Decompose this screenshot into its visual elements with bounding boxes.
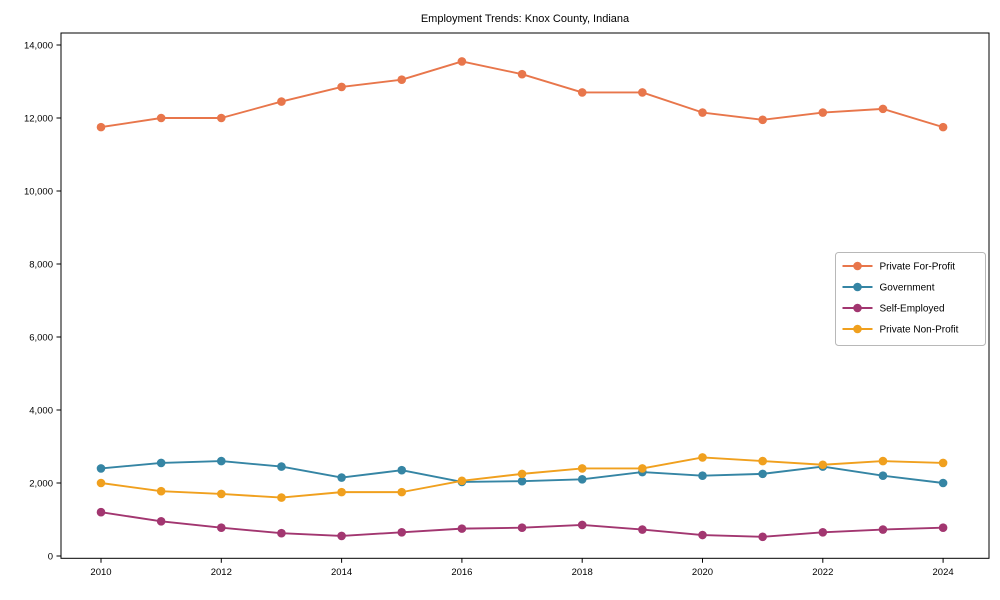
data-point-private-non-profit bbox=[577, 464, 587, 473]
data-point-private-for-profit bbox=[938, 122, 948, 132]
data-point-self-employed bbox=[96, 507, 106, 517]
data-point-government bbox=[397, 465, 407, 475]
y-tick-label: 12,000 bbox=[24, 113, 53, 124]
data-point-self-employed bbox=[938, 523, 948, 533]
legend-label: Private For-Profit bbox=[880, 262, 956, 273]
legend-label: Private Non-Profit bbox=[880, 325, 959, 336]
series-self-employed bbox=[96, 507, 948, 542]
y-tick-label: 2,000 bbox=[29, 478, 53, 489]
y-tick-label: 14,000 bbox=[24, 40, 53, 51]
data-point-self-employed bbox=[277, 528, 286, 538]
data-point-private-for-profit bbox=[397, 75, 407, 84]
y-tick-label: 6,000 bbox=[29, 332, 53, 343]
data-point-self-employed bbox=[217, 523, 226, 533]
x-tick-label: 2022 bbox=[812, 567, 833, 578]
data-point-self-employed bbox=[758, 532, 767, 542]
data-point-private-for-profit bbox=[758, 115, 767, 125]
data-point-private-non-profit bbox=[517, 469, 527, 479]
data-point-government bbox=[517, 476, 527, 486]
legend-marker-dot bbox=[853, 324, 862, 334]
data-point-private-for-profit bbox=[517, 69, 527, 79]
legend-marker-dot bbox=[853, 282, 862, 292]
legend-marker-dot bbox=[853, 303, 862, 313]
data-point-government bbox=[217, 456, 226, 466]
data-point-private-non-profit bbox=[758, 456, 767, 466]
y-axis: 0 2,000 4,000 6,000 8,000 10,000 12,000 14,000 bbox=[24, 40, 61, 562]
x-tick-label: 2024 bbox=[933, 567, 954, 578]
legend-label: Government bbox=[880, 283, 935, 294]
data-point-private-non-profit bbox=[397, 487, 407, 497]
data-point-private-non-profit bbox=[277, 493, 286, 502]
legend-box bbox=[835, 252, 986, 346]
data-point-private-for-profit bbox=[156, 113, 166, 123]
data-point-private-for-profit bbox=[217, 113, 226, 123]
series-private-non-profit bbox=[96, 453, 948, 502]
x-tick-label: 2010 bbox=[90, 567, 111, 578]
legend-marker-dot bbox=[853, 261, 862, 271]
x-tick-label: 2014 bbox=[331, 567, 352, 578]
data-point-government bbox=[938, 478, 948, 488]
plot-area: 0 2,000 4,000 6,000 8,000 10,000 12,000 14,000 2… bbox=[24, 32, 990, 578]
data-point-private-non-profit bbox=[96, 478, 106, 488]
data-point-government bbox=[878, 471, 888, 481]
data-point-self-employed bbox=[818, 527, 828, 537]
data-point-private-for-profit bbox=[96, 122, 106, 132]
data-point-private-non-profit bbox=[818, 460, 828, 470]
data-point-private-non-profit bbox=[217, 489, 226, 499]
legend-item-private-for-profit: Private For-Profit bbox=[842, 261, 956, 273]
data-point-private-non-profit bbox=[156, 486, 166, 496]
data-point-self-employed bbox=[337, 531, 346, 541]
data-point-government bbox=[277, 462, 286, 471]
data-point-private-non-profit bbox=[878, 456, 888, 466]
x-tick-label: 2020 bbox=[692, 567, 713, 578]
y-tick-label: 0 bbox=[48, 551, 53, 562]
x-tick-label: 2016 bbox=[451, 567, 472, 578]
x-tick-label: 2012 bbox=[211, 567, 232, 578]
data-point-private-for-profit bbox=[577, 88, 587, 97]
data-point-self-employed bbox=[517, 523, 527, 533]
data-point-private-for-profit bbox=[698, 108, 707, 117]
data-point-government bbox=[337, 473, 346, 482]
data-point-self-employed bbox=[457, 524, 467, 533]
data-point-government bbox=[96, 464, 106, 473]
legend-item-government: Government bbox=[842, 282, 935, 294]
legend: Private For-Profit Government Self-Employe… bbox=[835, 252, 986, 346]
y-tick-label: 4,000 bbox=[29, 405, 53, 416]
data-point-private-for-profit bbox=[277, 97, 286, 106]
data-point-self-employed bbox=[698, 530, 707, 540]
x-tick-label: 2018 bbox=[572, 567, 593, 578]
data-point-self-employed bbox=[397, 527, 407, 537]
data-point-government bbox=[698, 471, 707, 481]
y-tick-label: 10,000 bbox=[24, 186, 53, 197]
data-point-private-for-profit bbox=[337, 82, 346, 92]
x-axis: 2010 2012 2014 2016 2018 2020 2022 2024 bbox=[90, 558, 954, 578]
data-point-self-employed bbox=[156, 517, 166, 526]
data-point-private-non-profit bbox=[638, 464, 647, 473]
data-point-private-for-profit bbox=[818, 108, 828, 117]
data-point-self-employed bbox=[878, 525, 888, 534]
data-point-government bbox=[577, 475, 587, 484]
data-point-private-non-profit bbox=[938, 458, 948, 468]
data-point-private-non-profit bbox=[337, 487, 346, 497]
data-point-private-for-profit bbox=[638, 88, 647, 97]
data-point-private-for-profit bbox=[878, 104, 888, 114]
axes-frame bbox=[60, 32, 990, 559]
data-point-self-employed bbox=[638, 525, 647, 534]
data-point-private-for-profit bbox=[457, 57, 467, 66]
y-tick-label: 8,000 bbox=[29, 259, 53, 270]
data-point-private-non-profit bbox=[698, 453, 707, 462]
series-private-for-profit bbox=[96, 57, 948, 132]
chart-title: Employment Trends: Knox County, Indiana bbox=[421, 13, 630, 25]
legend-label: Self-Employed bbox=[880, 304, 945, 315]
legend-item-self-employed: Self-Employed bbox=[842, 303, 945, 315]
data-point-government bbox=[156, 458, 166, 468]
data-point-self-employed bbox=[577, 520, 587, 530]
data-point-private-non-profit bbox=[457, 476, 467, 486]
legend-item-private-non-profit: Private Non-Profit bbox=[842, 324, 959, 336]
data-point-government bbox=[758, 469, 767, 479]
